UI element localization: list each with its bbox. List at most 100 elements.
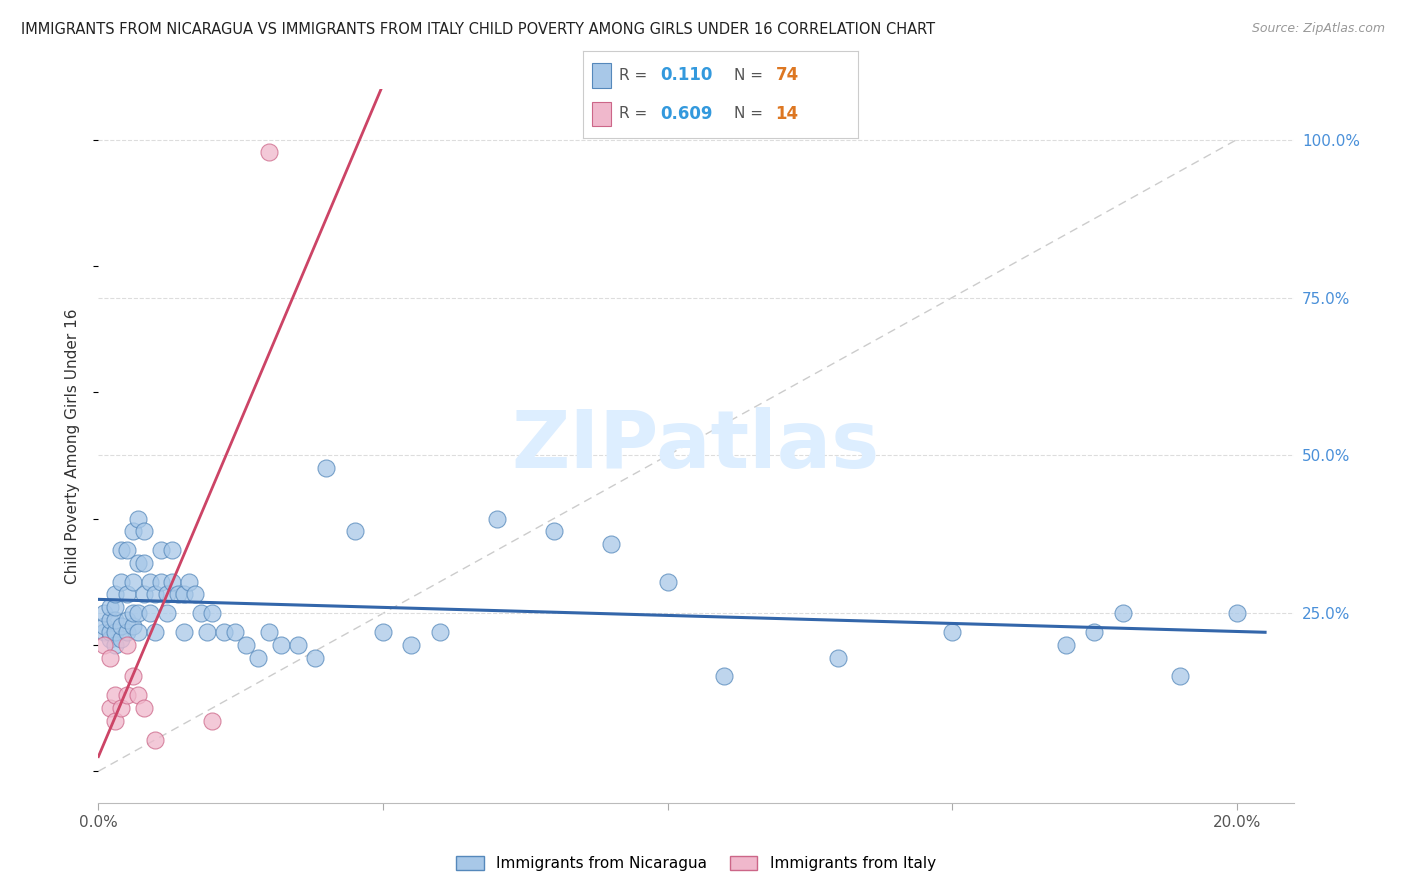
Point: [190, 607, 212, 621]
Point: [1226, 607, 1249, 621]
Text: IMMIGRANTS FROM NICARAGUA VS IMMIGRANTS FROM ITALY CHILD POVERTY AMONG GIRLS UND: IMMIGRANTS FROM NICARAGUA VS IMMIGRANTS …: [21, 22, 935, 37]
Text: N =: N =: [734, 68, 768, 83]
Point: [287, 638, 309, 652]
Point: [132, 524, 155, 539]
Point: [93, 625, 115, 640]
Point: [827, 650, 849, 665]
Point: [98, 600, 121, 615]
Point: [1083, 625, 1105, 640]
Point: [150, 574, 173, 589]
Point: [138, 574, 160, 589]
Point: [115, 543, 138, 558]
Point: [246, 650, 269, 665]
Text: 74: 74: [776, 66, 799, 85]
Point: [343, 524, 366, 539]
Point: [257, 145, 280, 160]
Point: [98, 625, 121, 640]
Point: [138, 607, 160, 621]
Point: [143, 625, 166, 640]
Point: [121, 607, 143, 621]
Legend: Immigrants from Nicaragua, Immigrants from Italy: Immigrants from Nicaragua, Immigrants fr…: [450, 850, 942, 877]
Point: [115, 625, 138, 640]
Point: [121, 669, 143, 683]
Point: [93, 619, 115, 633]
Point: [104, 714, 127, 728]
Point: [93, 607, 115, 621]
Point: [401, 638, 423, 652]
Point: [173, 625, 195, 640]
Text: R =: R =: [619, 68, 652, 83]
Point: [162, 543, 184, 558]
Bar: [592, 102, 612, 126]
Point: [235, 638, 257, 652]
Text: 14: 14: [776, 104, 799, 123]
Point: [110, 574, 132, 589]
Point: [713, 669, 735, 683]
Point: [121, 619, 143, 633]
Point: [98, 613, 121, 627]
Point: [143, 732, 166, 747]
Point: [132, 701, 155, 715]
Point: [104, 600, 127, 615]
Point: [127, 556, 149, 570]
Point: [212, 625, 235, 640]
Point: [121, 574, 143, 589]
Point: [941, 625, 963, 640]
Point: [104, 613, 127, 627]
Point: [1112, 607, 1135, 621]
Point: [127, 689, 149, 703]
Text: Source: ZipAtlas.com: Source: ZipAtlas.com: [1251, 22, 1385, 36]
Point: [132, 587, 155, 601]
Point: [270, 638, 292, 652]
Point: [179, 574, 201, 589]
Text: N =: N =: [734, 106, 768, 121]
Point: [143, 587, 166, 601]
Text: 0.110: 0.110: [661, 66, 713, 85]
Point: [224, 625, 246, 640]
Point: [121, 524, 143, 539]
Point: [127, 607, 149, 621]
Point: [315, 461, 337, 475]
Text: R =: R =: [619, 106, 652, 121]
Point: [115, 587, 138, 601]
Point: [98, 701, 121, 715]
Point: [104, 638, 127, 652]
Point: [201, 607, 224, 621]
Point: [110, 701, 132, 715]
Point: [304, 650, 326, 665]
Point: [156, 607, 179, 621]
Point: [104, 587, 127, 601]
Point: [429, 625, 451, 640]
Text: ZIPatlas: ZIPatlas: [512, 407, 880, 485]
Point: [115, 613, 138, 627]
Point: [104, 689, 127, 703]
Point: [162, 574, 184, 589]
Point: [110, 632, 132, 646]
Y-axis label: Child Poverty Among Girls Under 16: Child Poverty Among Girls Under 16: [65, 309, 80, 583]
Point: [195, 625, 218, 640]
Point: [1054, 638, 1077, 652]
Point: [167, 587, 190, 601]
Bar: [592, 63, 612, 87]
Point: [156, 587, 179, 601]
Point: [127, 625, 149, 640]
Point: [98, 650, 121, 665]
Point: [104, 625, 127, 640]
Point: [150, 543, 173, 558]
Point: [599, 537, 621, 551]
Point: [115, 638, 138, 652]
Point: [184, 587, 207, 601]
Point: [201, 714, 224, 728]
Point: [127, 511, 149, 525]
Point: [1168, 669, 1191, 683]
Point: [93, 638, 115, 652]
Point: [110, 543, 132, 558]
Point: [485, 511, 508, 525]
Point: [173, 587, 195, 601]
Point: [98, 632, 121, 646]
Point: [543, 524, 565, 539]
Point: [657, 574, 679, 589]
Text: 0.609: 0.609: [661, 104, 713, 123]
Point: [257, 625, 280, 640]
Point: [132, 556, 155, 570]
